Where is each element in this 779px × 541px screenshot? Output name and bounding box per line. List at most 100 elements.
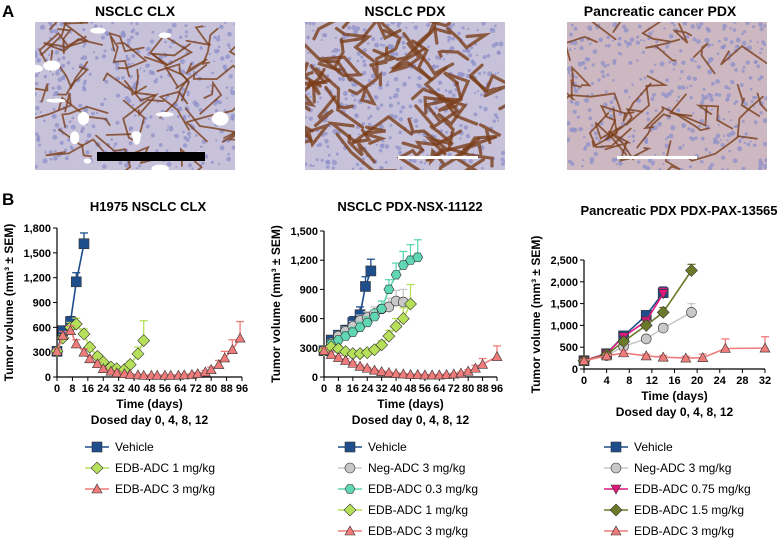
legend-marker-icon bbox=[85, 441, 109, 452]
legend-entry: Neg-ADC 3 mg/kg bbox=[338, 457, 478, 478]
data-point bbox=[340, 354, 352, 365]
data-point bbox=[165, 369, 177, 380]
y-tick-label: 500 bbox=[560, 342, 578, 354]
data-point bbox=[657, 322, 669, 334]
y-axis-label: Tumor volume (mm³ ± SEM) bbox=[2, 224, 16, 382]
data-point bbox=[354, 360, 366, 371]
y-axis-label: Tumor volume (mm³ ± SEM) bbox=[529, 236, 543, 394]
data-point bbox=[640, 333, 652, 345]
x-tick-label: 20 bbox=[691, 375, 703, 387]
data-point bbox=[477, 358, 489, 369]
data-point bbox=[219, 352, 231, 363]
chart-1: H1975 NSCLC CLX 0 300 600 900 1,200 1,500 1,800… bbox=[2, 199, 248, 427]
data-point bbox=[441, 368, 453, 379]
legend-label: Vehicle bbox=[368, 439, 407, 454]
data-point bbox=[77, 327, 91, 341]
dosing-note: Dosed day 0, 4, 8, 12 bbox=[616, 405, 734, 419]
data-point bbox=[390, 270, 402, 280]
data-point bbox=[383, 367, 395, 377]
data-point bbox=[680, 352, 692, 363]
legend-marker-icon bbox=[604, 503, 628, 516]
data-point bbox=[657, 351, 669, 362]
data-point bbox=[205, 363, 217, 374]
y-tick-label: 2,000 bbox=[550, 277, 578, 289]
x-tick-label: 28 bbox=[736, 375, 748, 387]
x-axis-label: Time (days) bbox=[116, 397, 182, 411]
data-point bbox=[657, 289, 669, 300]
data-point bbox=[69, 317, 83, 331]
data-point bbox=[138, 369, 150, 380]
data-point bbox=[601, 350, 613, 361]
data-point bbox=[382, 329, 396, 343]
data-point bbox=[656, 305, 670, 319]
y-tick-label: 2,500 bbox=[550, 255, 578, 267]
data-point bbox=[376, 366, 388, 376]
data-point bbox=[412, 368, 424, 379]
legend-pancreatic-pdx: Vehicle Neg-ADC 3 mg/kg EDB-ADC 0.75 mg/kg… bbox=[604, 436, 751, 541]
legend-marker bbox=[344, 524, 356, 535]
data-point bbox=[433, 369, 445, 380]
image-title-pancreatic-pdx: Pancreatic cancer PDX bbox=[583, 3, 737, 19]
series bbox=[318, 239, 424, 356]
data-point bbox=[448, 368, 460, 379]
image-title-nsclc-clx: NSCLC CLX bbox=[94, 3, 176, 19]
data-point bbox=[105, 365, 117, 376]
y-tick-label: 600 bbox=[300, 314, 318, 326]
data-point bbox=[111, 367, 123, 378]
data-point bbox=[404, 297, 417, 311]
legend-entry: Neg-ADC 3 mg/kg bbox=[604, 457, 751, 478]
y-tick-label: 1,200 bbox=[290, 255, 318, 267]
legend-marker-icon bbox=[338, 483, 362, 494]
x-tick-label: 96 bbox=[491, 383, 503, 395]
legend-label: EDB-ADC 3 mg/kg bbox=[115, 481, 216, 496]
legend-marker-icon bbox=[604, 441, 628, 452]
x-axis-label: Time (days) bbox=[641, 389, 707, 403]
dosing-note: Dosed day 0, 4, 8, 12 bbox=[91, 413, 209, 427]
x-tick-label: 64 bbox=[174, 383, 187, 395]
x-tick-label: 40 bbox=[390, 383, 402, 395]
legend-marker bbox=[91, 441, 103, 452]
data-point bbox=[70, 276, 82, 288]
data-point bbox=[70, 338, 82, 349]
x-tick-label: 24 bbox=[714, 375, 727, 387]
data-point bbox=[369, 311, 380, 322]
legend-marker-icon bbox=[338, 462, 362, 473]
data-point bbox=[192, 368, 204, 378]
legend-entry: EDB-ADC 3 mg/kg bbox=[85, 478, 215, 499]
x-tick-label: 24 bbox=[361, 383, 374, 395]
data-point bbox=[361, 362, 373, 373]
data-point bbox=[719, 342, 731, 353]
x-tick-label: 72 bbox=[448, 383, 460, 395]
x-tick-label: 32 bbox=[376, 383, 388, 395]
y-tick-label: 300 bbox=[300, 343, 318, 355]
legend-marker bbox=[610, 441, 622, 452]
legend-entry: EDB-ADC 1.5 mg/kg bbox=[604, 499, 751, 520]
data-point bbox=[375, 338, 389, 352]
legend-marker bbox=[610, 462, 622, 473]
x-tick-label: 32 bbox=[113, 383, 125, 395]
legend-label: EDB-ADC 3 mg/kg bbox=[368, 523, 469, 538]
y-tick-label: 900 bbox=[33, 298, 51, 310]
micrograph-nsclc-pdx bbox=[305, 22, 505, 170]
panel-label-b: B bbox=[2, 190, 15, 209]
x-tick-label: 48 bbox=[404, 383, 416, 395]
legend-marker-icon bbox=[338, 524, 362, 535]
x-tick-label: 0 bbox=[54, 383, 60, 395]
data-point bbox=[426, 369, 438, 380]
legend-marker-icon bbox=[604, 484, 628, 495]
x-tick-label: 56 bbox=[159, 383, 171, 395]
scale-bar-pancreatic-pdx bbox=[617, 156, 697, 159]
data-point bbox=[697, 352, 709, 362]
x-tick-label: 40 bbox=[128, 383, 140, 395]
x-tick-label: 16 bbox=[668, 375, 680, 387]
data-point bbox=[151, 369, 163, 380]
legend-entry: Vehicle bbox=[85, 436, 215, 457]
series bbox=[318, 345, 503, 380]
data-point bbox=[396, 312, 410, 326]
series bbox=[51, 320, 246, 380]
y-tick-label: 1,800 bbox=[23, 223, 51, 235]
series bbox=[578, 336, 771, 366]
x-tick-label: 8 bbox=[626, 375, 632, 387]
chart-title: Pancreatic PDX PDX-PAX-13565 bbox=[580, 203, 777, 218]
dosing-note: Dosed day 0, 4, 8, 12 bbox=[352, 413, 470, 427]
